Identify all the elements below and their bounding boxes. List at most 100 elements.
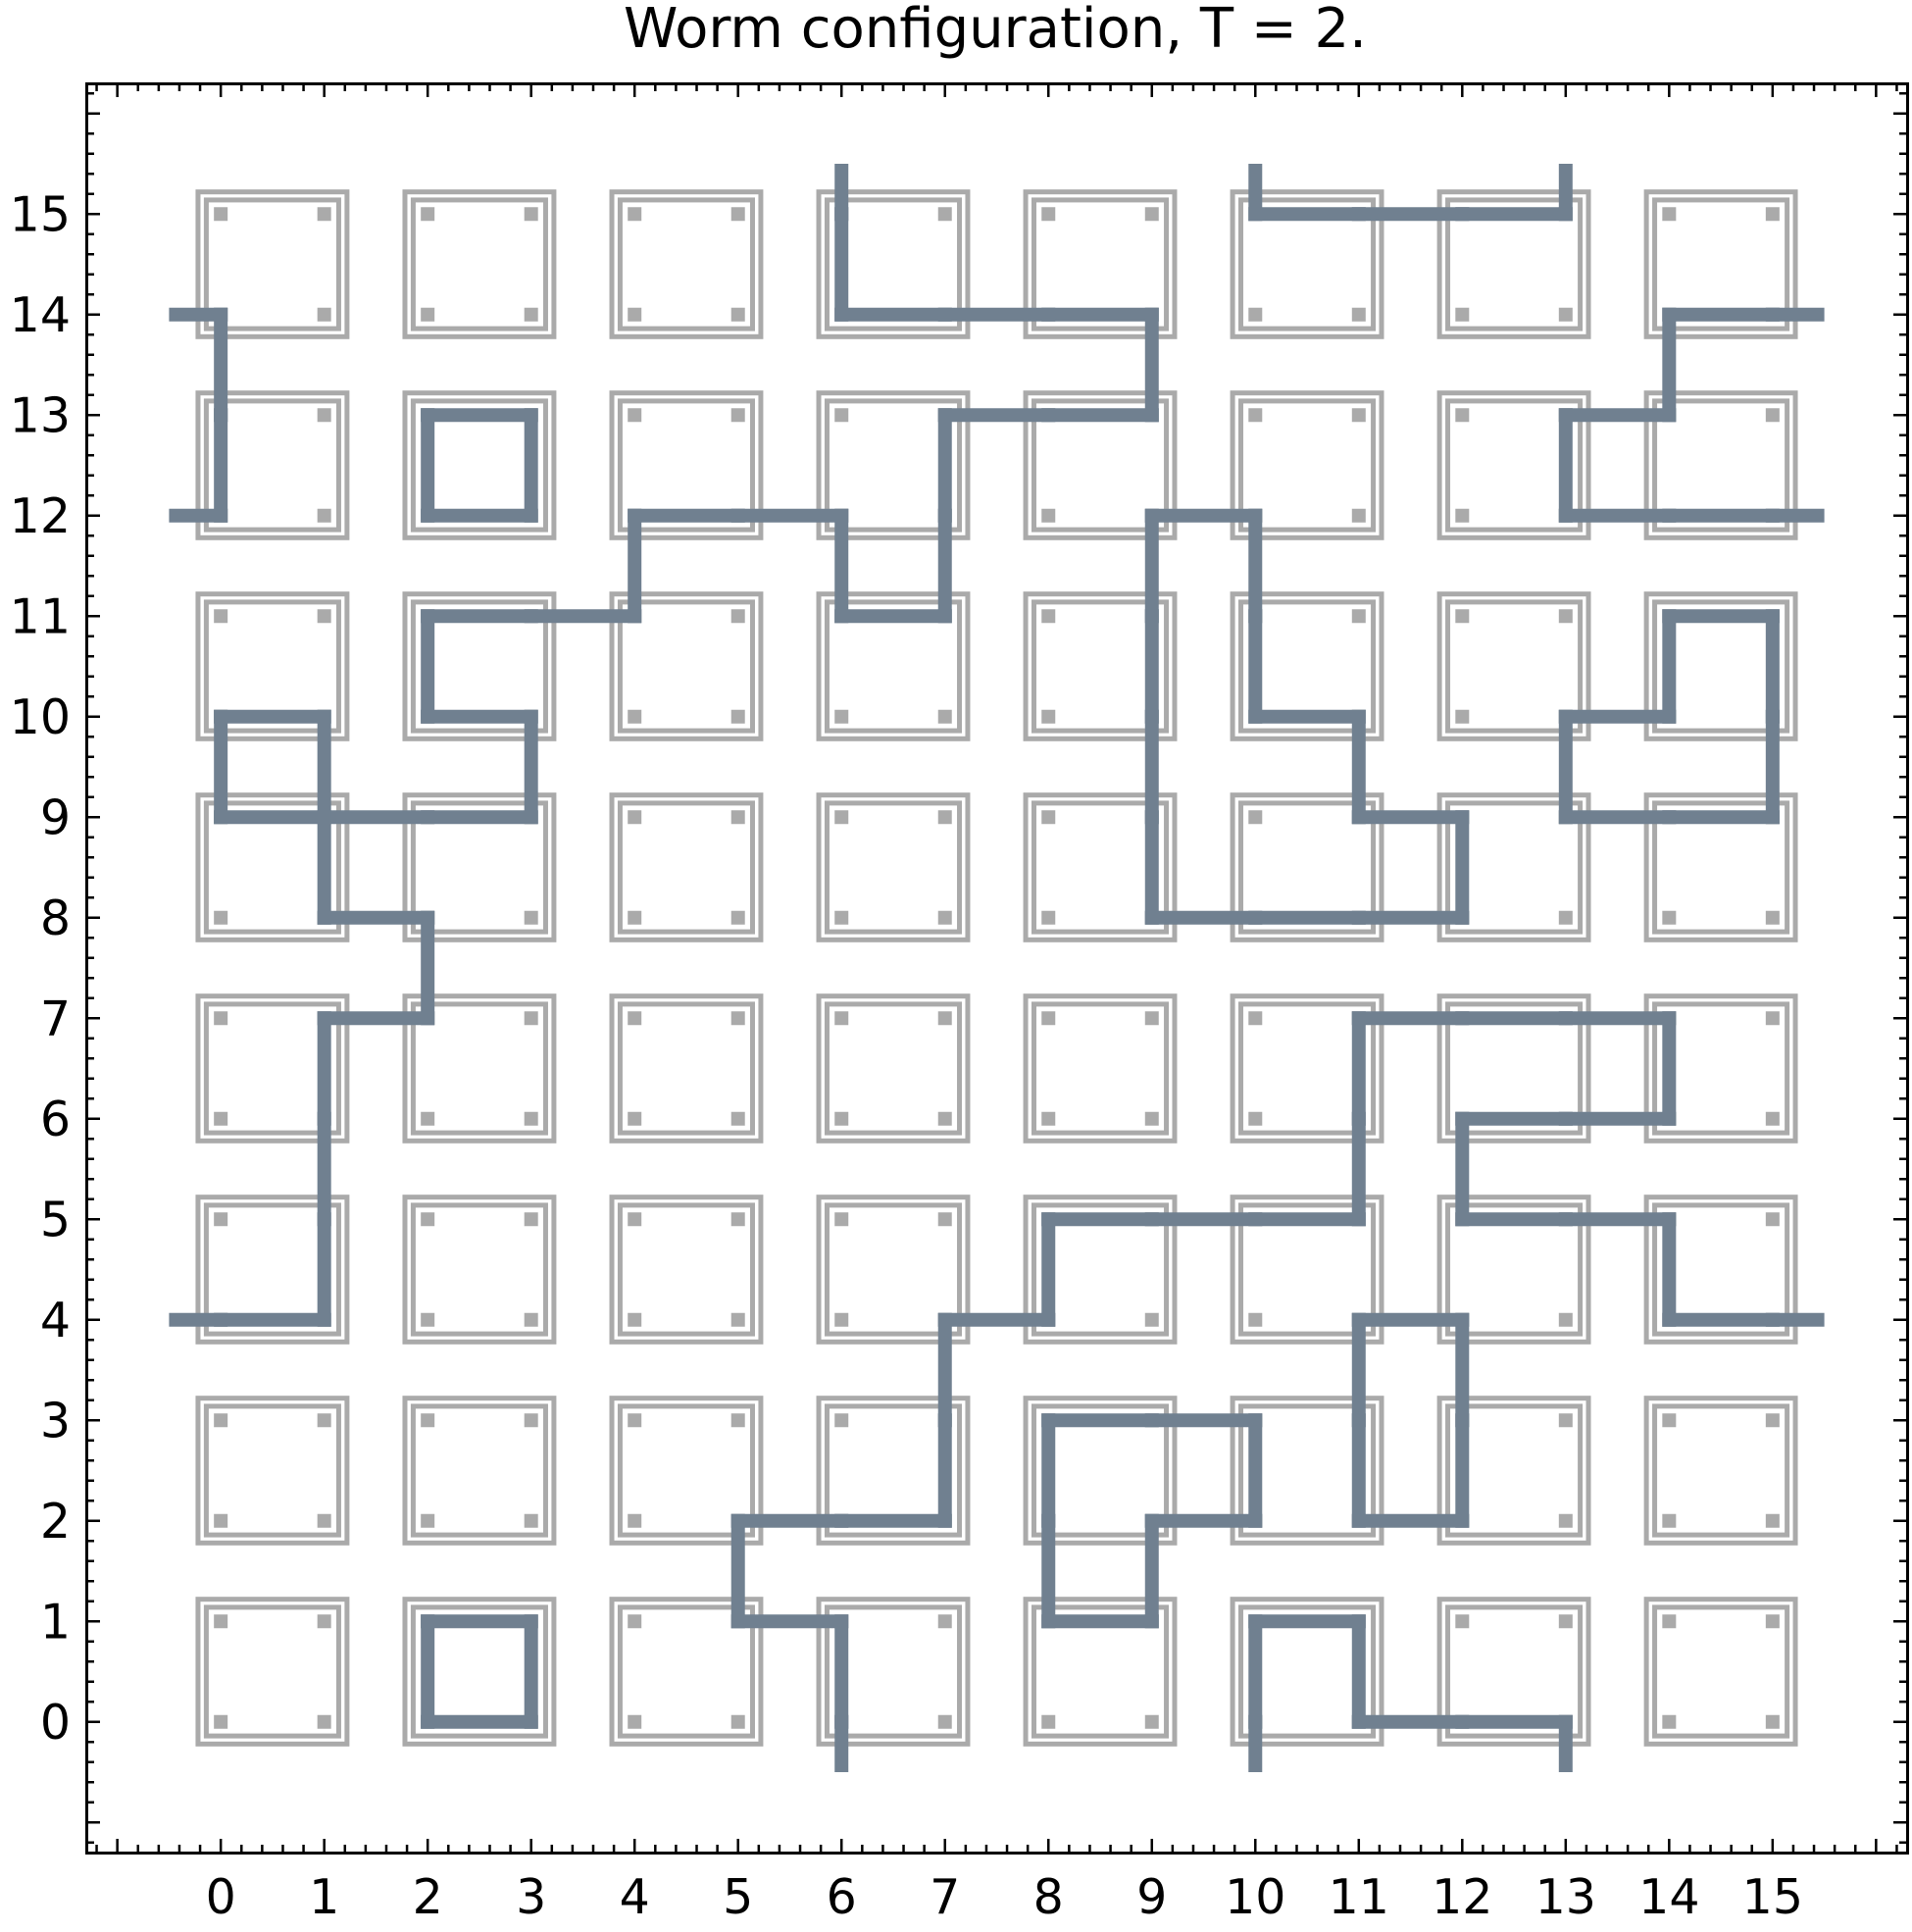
lattice-site-dot [214,1212,228,1227]
lattice-site-dot [1662,207,1677,222]
plaquette-outer-square [195,390,350,540]
lattice-site-dot [1765,1714,1780,1729]
y-tick-label: 15 [10,186,71,242]
lattice-site-dot [524,1212,538,1227]
plaquette-outer-square [1023,591,1178,741]
lattice-site-dot [937,810,952,825]
plaquette-outer-square [402,189,557,339]
lattice-site-dot [1662,1614,1677,1629]
plaquette-inner-square [1445,1604,1584,1739]
lattice-site-dot [628,1111,642,1126]
x-tick-label: 10 [1225,1869,1285,1925]
plaquette [402,993,557,1144]
lattice-site-dot [317,207,331,222]
worm-path [169,164,1825,1772]
plaquette-inner-square [410,1001,548,1136]
lattice-site-dot [1765,910,1780,925]
lattice-site-dot [1765,207,1780,222]
plaquette-outer-square [1023,1597,1178,1747]
plaquette-inner-square [617,197,755,331]
plaquette-inner-square [1652,197,1790,331]
plaquette-inner-square [410,1403,548,1538]
plaquette [609,792,764,942]
y-tick-label: 2 [40,1494,71,1550]
x-tick-label: 15 [1742,1869,1803,1925]
plaquette-outer-square [609,1195,764,1345]
lattice-site-dot [214,910,228,925]
plaquette-inner-square [617,1202,755,1337]
plaquette-inner-square [1031,398,1170,533]
plaquette-inner-square [1652,599,1790,734]
lattice-site-dot [214,1111,228,1126]
lattice-site-dot [317,508,331,523]
plaquette [609,993,764,1144]
plaquette-outer-square [402,390,557,540]
lattice-site-dot [1765,1111,1780,1126]
plaquette-inner-square [824,1202,963,1337]
plaquette [195,390,350,540]
lattice-site-dot [1765,1011,1780,1026]
plaquette-outer-square [195,1195,350,1345]
axis-ticks [86,83,1907,1853]
lattice-site-dot [214,207,228,222]
plaquette [1643,1396,1798,1546]
plaquette-inner-square [410,197,548,331]
lattice-site-dot [834,810,849,825]
plaquette-inner-square [1031,1001,1170,1136]
lattice-site-dot [1455,709,1470,724]
lattice-site-dot [421,1111,435,1126]
y-tick-label: 12 [10,488,71,544]
lattice-site-dot [628,1513,642,1528]
lattice-site-dot [834,1312,849,1327]
lattice-site-dot [834,709,849,724]
plaquette-outer-square [609,1396,764,1546]
lattice-site-dot [730,609,745,624]
plaquette-outer-square [609,993,764,1144]
lattice-site-dot [1558,307,1573,322]
x-tick-label: 14 [1638,1869,1699,1925]
x-tick-label: 11 [1329,1869,1389,1925]
plaquette-inner-square [410,800,548,935]
lattice-site-dot [1765,1614,1780,1629]
plaquette-inner-square [1238,800,1377,935]
chart-title: Worm configuration, T = 2. [624,0,1367,61]
plaquette-outer-square [195,189,350,339]
plaquette-outer-square [402,1195,557,1345]
plaquette [195,1396,350,1546]
lattice-site-dot [317,307,331,322]
lattice-site-dot [524,1011,538,1026]
lattice-site-dot [1041,910,1056,925]
lattice-site-dot [628,207,642,222]
y-tick-label: 4 [40,1293,71,1348]
x-tick-label: 9 [1136,1869,1167,1925]
y-tick-label: 6 [40,1092,71,1147]
plaquette-outer-square [816,1396,971,1546]
plaquette-inner-square [1652,1403,1790,1538]
lattice-site-dot [834,408,849,423]
plaquette-outer-square [1643,993,1798,1144]
plaquette-inner-square [824,197,963,331]
lattice-site-dot [937,1614,952,1629]
plaquette-outer-square [609,390,764,540]
lattice-site-dot [628,1413,642,1428]
plaquette-outer-square [1023,993,1178,1144]
plaquette-outer-square [195,792,350,942]
plaquette-inner-square [1652,1604,1790,1739]
lattice-site-dot [730,1212,745,1227]
lattice-site-dot [730,709,745,724]
lattice-site-dot [937,709,952,724]
lattice-site-dot [1455,609,1470,624]
y-tick-label: 0 [40,1695,71,1751]
plaquette-outer-square [1230,1396,1384,1546]
lattice-site-dot [317,1714,331,1729]
plaquette-outer-square [1643,792,1798,942]
lattice-site-dot [1144,1111,1159,1126]
plaquette-inner-square [203,197,341,331]
plaquette-outer-square [1436,792,1591,942]
lattice-site-dot [1144,1312,1159,1327]
lattice-site-dot [1041,207,1056,222]
lattice-site-dot [421,1413,435,1428]
plaquette-inner-square [203,398,341,533]
lattice-site-dot [937,207,952,222]
